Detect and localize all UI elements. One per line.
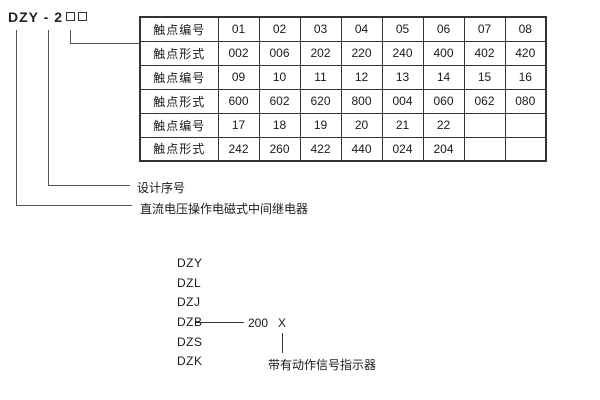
table-cell: 03 <box>299 16 342 42</box>
table-row: 触点编号 17 18 19 20 21 22 <box>139 112 547 138</box>
table-cell: 07 <box>463 16 506 42</box>
table-cell: 06 <box>422 16 465 42</box>
table-cell: 13 <box>381 64 424 90</box>
table-cell <box>463 112 506 138</box>
table-cell: 204 <box>422 136 465 162</box>
contact-table: 触点编号 01 02 03 04 05 06 07 08 触点形式 002 006 202 220 240 4… <box>139 16 547 162</box>
model-number-title: DZY - 2 <box>8 9 87 25</box>
table-cell: 800 <box>340 88 383 114</box>
model-code-dzl: DZL <box>177 275 202 290</box>
contact-table-container: 触点编号 01 02 03 04 05 06 07 08 触点形式 002 006 202 220 240 4… <box>139 16 547 162</box>
dzb-suffix-x: X <box>278 316 287 330</box>
model-placeholder-box <box>65 12 75 21</box>
table-cell: 420 <box>504 40 547 66</box>
model-codes-list: DZY DZL DZJ DZB DZS DZK <box>177 254 203 372</box>
table-cell: 602 <box>258 88 301 114</box>
table-cell: 004 <box>381 88 424 114</box>
table-cell: 620 <box>299 88 342 114</box>
callout-line-relay-description <box>16 30 132 206</box>
dzb-connector-line <box>196 322 244 323</box>
table-cell: 01 <box>217 16 260 42</box>
table-cell: 12 <box>340 64 383 90</box>
table-cell: 09 <box>217 64 260 90</box>
row-header-label: 触点编号 <box>139 16 219 42</box>
table-cell: 080 <box>504 88 547 114</box>
table-cell: 240 <box>381 40 424 66</box>
table-cell: 260 <box>258 136 301 162</box>
table-cell: 22 <box>422 112 465 138</box>
design-serial-label: 设计序号 <box>137 181 186 195</box>
table-cell: 14 <box>422 64 465 90</box>
model-code-dzj: DZJ <box>177 295 201 310</box>
table-cell: 062 <box>463 88 506 114</box>
table-cell: 400 <box>422 40 465 66</box>
row-header-label: 触点形式 <box>139 40 219 66</box>
table-cell: 060 <box>422 88 465 114</box>
table-cell: 11 <box>299 64 342 90</box>
model-code-dzy: DZY <box>177 256 203 270</box>
table-cell: 17 <box>217 112 260 138</box>
row-header-label: 触点编号 <box>139 112 219 138</box>
table-cell: 20 <box>340 112 383 138</box>
model-code-dzs: DZS <box>177 334 203 349</box>
model-code-dzb: DZB <box>177 315 203 330</box>
table-row: 触点形式 600 602 620 800 004 060 062 080 <box>139 88 547 114</box>
table-cell: 21 <box>381 112 424 138</box>
dzb-suffix-number: 200 <box>248 316 269 330</box>
table-cell: 006 <box>258 40 301 66</box>
indicator-label: 带有动作信号指示器 <box>268 358 377 372</box>
table-cell: 220 <box>340 40 383 66</box>
model-code-dzk: DZK <box>177 354 203 369</box>
table-cell: 202 <box>299 40 342 66</box>
table-cell: 422 <box>299 136 342 162</box>
table-cell: 08 <box>504 16 547 42</box>
relay-description-label: 直流电压操作电磁式中间继电器 <box>140 202 309 216</box>
model-placeholder-box <box>77 12 87 21</box>
table-cell: 10 <box>258 64 301 90</box>
row-header-label: 触点形式 <box>139 136 219 162</box>
table-row: 触点编号 01 02 03 04 05 06 07 08 <box>139 16 547 42</box>
table-cell: 05 <box>381 16 424 42</box>
table-cell: 600 <box>217 88 260 114</box>
callout-line-design-serial <box>48 30 130 186</box>
table-cell: 15 <box>463 64 506 90</box>
row-header-label: 触点编号 <box>139 64 219 90</box>
table-cell <box>504 136 547 162</box>
table-cell <box>504 112 547 138</box>
table-cell: 18 <box>258 112 301 138</box>
table-cell: 402 <box>463 40 506 66</box>
table-row: 触点编号 09 10 11 12 13 14 15 16 <box>139 64 547 90</box>
contact-table-body: 触点编号 01 02 03 04 05 06 07 08 触点形式 002 006 202 220 240 4… <box>139 16 547 162</box>
table-cell: 002 <box>217 40 260 66</box>
model-prefix: DZY - 2 <box>8 9 63 25</box>
table-cell: 16 <box>504 64 547 90</box>
table-cell: 19 <box>299 112 342 138</box>
row-header-label: 触点形式 <box>139 88 219 114</box>
table-cell: 440 <box>340 136 383 162</box>
callout-line-boxes-to-table <box>70 30 140 44</box>
indicator-callout-line <box>282 333 283 353</box>
table-cell: 024 <box>381 136 424 162</box>
table-row: 触点形式 242 260 422 440 024 204 <box>139 136 547 162</box>
table-row: 触点形式 002 006 202 220 240 400 402 420 <box>139 40 547 66</box>
table-cell: 02 <box>258 16 301 42</box>
table-cell: 242 <box>217 136 260 162</box>
table-cell: 04 <box>340 16 383 42</box>
table-cell <box>463 136 506 162</box>
